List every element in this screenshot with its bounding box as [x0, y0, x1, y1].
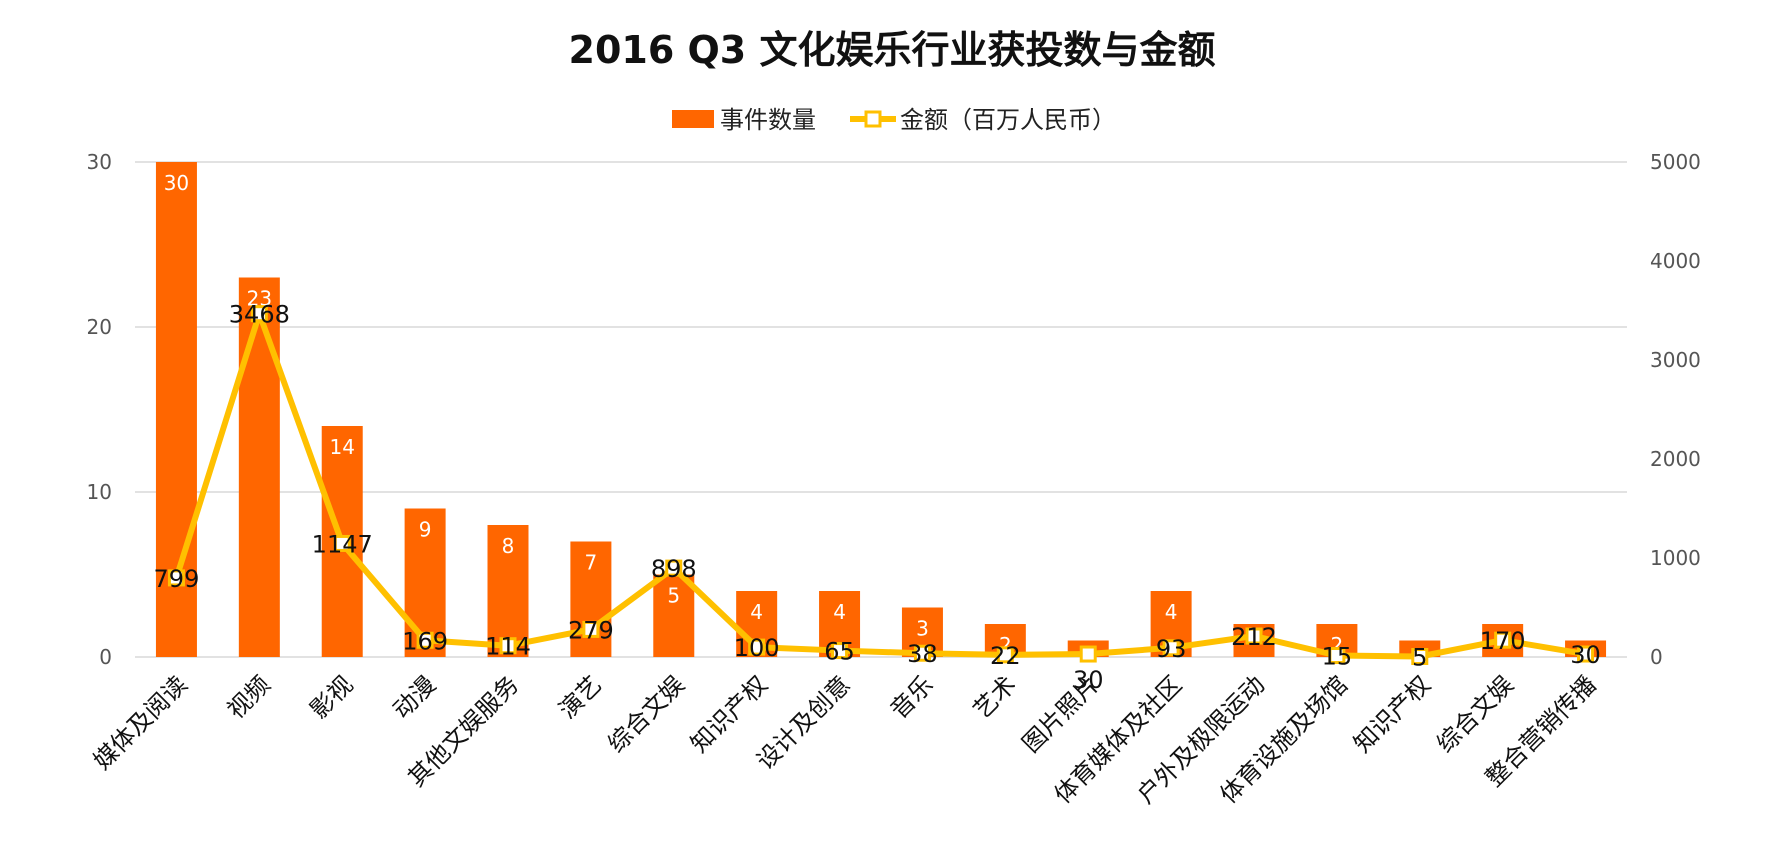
line-point: [333, 534, 351, 552]
left-tick-label: 20: [87, 315, 112, 339]
line-value-label: 15: [1322, 643, 1353, 671]
bar-value-label: 3: [916, 617, 929, 641]
line-value-label: 30: [1073, 666, 1104, 694]
line-value-label: 3468: [229, 301, 290, 329]
left-tick-label: 10: [87, 480, 112, 504]
line-point: [1245, 627, 1263, 645]
line-point: [1577, 645, 1595, 663]
right-tick-label: 0: [1650, 645, 1663, 669]
category-label: 知识产权: [685, 670, 773, 758]
line-value-label: 65: [824, 638, 855, 666]
bar: [653, 574, 695, 657]
line-value-label: 170: [1480, 627, 1526, 655]
bar-value-label: 7: [585, 551, 598, 575]
amount-line: [173, 310, 1587, 660]
category-label: 媒体及阅读: [88, 670, 193, 775]
line-value-label: 38: [907, 640, 938, 668]
line-point: [665, 559, 683, 577]
line-point: [416, 631, 434, 649]
legend-swatch-marker: [864, 110, 882, 128]
category-label: 综合文娱: [1431, 670, 1519, 758]
bar: [487, 525, 529, 657]
bar-value-label: 30: [164, 171, 189, 195]
legend-label-line: 金额（百万人民币）: [900, 106, 1116, 134]
category-label: 图片照片: [1017, 670, 1105, 758]
line-value-label: 169: [402, 627, 448, 655]
line-point: [1411, 648, 1429, 666]
line-point: [1079, 645, 1097, 663]
line-point: [250, 305, 268, 323]
line-point: [499, 637, 517, 655]
category-label: 影视: [305, 670, 359, 724]
line-point: [1494, 631, 1512, 649]
line-value-label: 1147: [312, 530, 373, 558]
bar: [238, 277, 280, 657]
category-label: 音乐: [885, 670, 939, 724]
legend-swatch-bar: [672, 110, 714, 128]
line-point: [913, 644, 931, 662]
legend: 事件数量 金额（百万人民币）: [672, 106, 1116, 134]
chart-title: 2016 Q3 文化娱乐行业获投数与金额: [569, 28, 1216, 72]
left-tick-label: 30: [87, 150, 112, 174]
line-value-label: 100: [734, 634, 780, 662]
bar-value-label: 4: [1165, 600, 1178, 624]
category-label: 动漫: [388, 670, 442, 724]
line-point: [996, 646, 1014, 664]
right-tick-label: 5000: [1650, 150, 1701, 174]
line-value-label: 22: [990, 642, 1021, 670]
legend-label-bar: 事件数量: [720, 106, 816, 134]
bar-value-label: 5: [667, 584, 680, 608]
right-axis: 0 1000 2000 3000 4000 5000: [1650, 150, 1701, 669]
category-label: 知识产权: [1348, 670, 1436, 758]
bar-value-label: 4: [833, 600, 846, 624]
line-point: [167, 569, 185, 587]
line-value-label: 93: [1156, 635, 1187, 663]
category-label: 演艺: [553, 670, 607, 724]
line-value-label: 279: [568, 616, 614, 644]
left-axis: 0 10 20 30: [87, 150, 112, 669]
line-point: [1328, 647, 1346, 665]
bar-value-label: 9: [419, 518, 432, 542]
line-value-label: 799: [154, 565, 200, 593]
line-value-label: 898: [651, 555, 697, 583]
right-tick-label: 2000: [1650, 447, 1701, 471]
bar-value-label: 4: [750, 600, 763, 624]
line-point: [1162, 639, 1180, 657]
line-value-label: 5: [1412, 644, 1427, 672]
right-tick-label: 3000: [1650, 348, 1701, 372]
line-point: [582, 620, 600, 638]
line-point: [831, 642, 849, 660]
line-value-label: 212: [1231, 623, 1277, 651]
category-label: 视频: [222, 670, 276, 724]
line-value-label: 30: [1570, 641, 1601, 669]
category-label: 艺术: [968, 670, 1022, 724]
bar-value-label: 8: [502, 534, 515, 558]
right-tick-label: 1000: [1650, 546, 1701, 570]
line-value-label: 114: [485, 633, 531, 661]
line-point: [748, 638, 766, 656]
category-label: 综合文娱: [602, 670, 690, 758]
left-tick-label: 0: [99, 645, 112, 669]
right-tick-label: 4000: [1650, 249, 1701, 273]
bar-value-label: 14: [329, 435, 354, 459]
